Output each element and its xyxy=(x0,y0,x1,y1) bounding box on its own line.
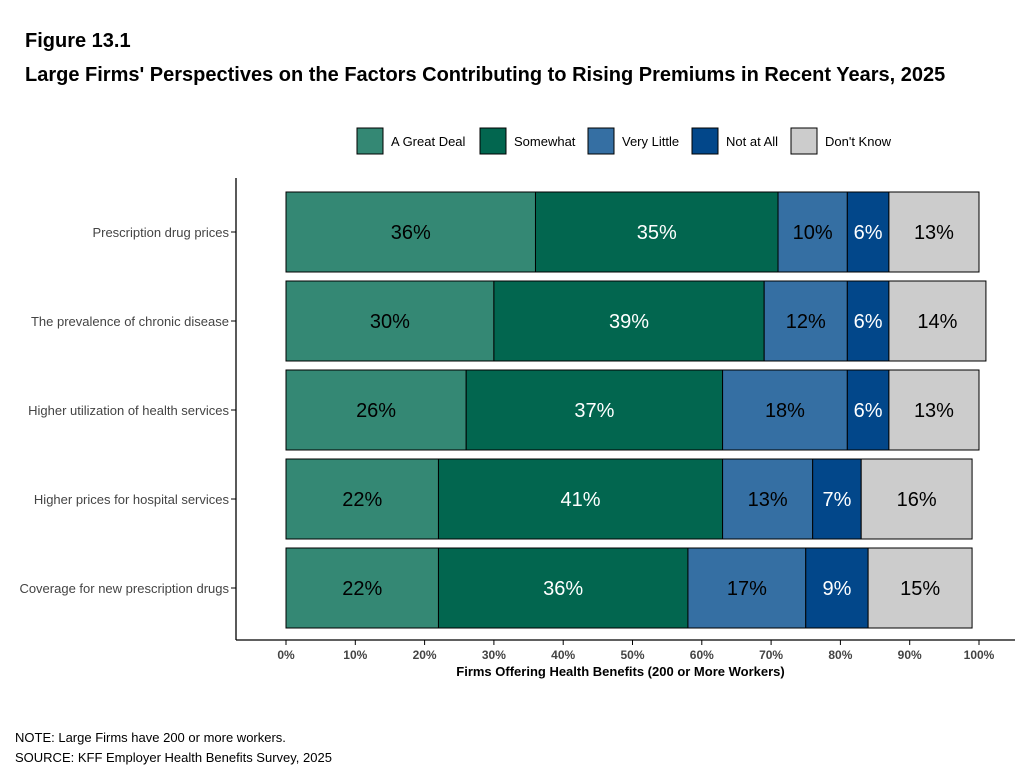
bar-segment xyxy=(888,280,987,362)
y-tick-label: Higher prices for hospital services xyxy=(34,492,230,507)
bar-segment xyxy=(846,369,890,451)
data-label: 26% xyxy=(356,400,396,422)
x-tick-label: 10% xyxy=(343,648,367,662)
bar-segment xyxy=(888,191,980,273)
x-tick-label: 90% xyxy=(898,648,922,662)
data-label: 6% xyxy=(854,400,883,422)
data-label: 30% xyxy=(370,311,410,333)
bar-segment xyxy=(846,280,890,362)
data-label: 6% xyxy=(854,222,883,244)
bar-segment xyxy=(437,547,689,629)
data-label: 37% xyxy=(574,400,614,422)
bar-segment xyxy=(534,191,779,273)
figure-label: Figure 13.1 xyxy=(25,30,131,52)
bar-segment xyxy=(812,458,862,540)
chart-source: SOURCE: KFF Employer Health Benefits Sur… xyxy=(15,750,332,765)
data-label: 36% xyxy=(543,578,583,600)
data-label: 7% xyxy=(822,489,851,511)
data-label: 22% xyxy=(342,489,382,511)
data-label: 13% xyxy=(914,400,954,422)
bar-segment xyxy=(888,369,980,451)
legend-label: Not at All xyxy=(726,134,778,149)
bar-segment xyxy=(687,547,807,629)
bar-segment xyxy=(465,369,724,451)
bar-segment xyxy=(285,280,495,362)
data-label: 13% xyxy=(914,222,954,244)
data-label: 15% xyxy=(900,578,940,600)
bar-segment xyxy=(805,547,869,629)
legend-swatch xyxy=(356,127,384,155)
bar-segment xyxy=(722,369,848,451)
data-label: 18% xyxy=(765,400,805,422)
legend-swatch xyxy=(691,127,719,155)
data-label: 9% xyxy=(822,578,851,600)
legend-swatch xyxy=(790,127,818,155)
legend-label: A Great Deal xyxy=(391,134,466,149)
x-tick-label: 30% xyxy=(482,648,506,662)
x-axis-title: Firms Offering Health Benefits (200 or M… xyxy=(456,664,784,679)
legend-label: Very Little xyxy=(622,134,679,149)
legend-swatch xyxy=(479,127,507,155)
bar-segment xyxy=(867,547,973,629)
data-label: 41% xyxy=(561,489,601,511)
data-label: 22% xyxy=(342,578,382,600)
bar-segment xyxy=(285,191,536,273)
bar-segment xyxy=(722,458,814,540)
data-label: 12% xyxy=(786,311,826,333)
legend-label: Don't Know xyxy=(825,134,892,149)
y-tick-label: The prevalence of chronic disease xyxy=(31,314,229,329)
data-label: 39% xyxy=(609,311,649,333)
data-label: 13% xyxy=(748,489,788,511)
y-tick-label: Coverage for new prescription drugs xyxy=(19,581,229,596)
chart-title: Large Firms' Perspectives on the Factors… xyxy=(25,64,946,86)
x-tick-label: 80% xyxy=(828,648,852,662)
x-tick-label: 40% xyxy=(551,648,575,662)
legend-swatch xyxy=(587,127,615,155)
x-tick-label: 60% xyxy=(690,648,714,662)
x-tick-label: 100% xyxy=(964,648,995,662)
stacked-bar-chart: 36% 35% 10% 6% 13% Prescription drug prices 30… xyxy=(19,127,1015,679)
bar-segment xyxy=(860,458,973,540)
data-label: 14% xyxy=(917,311,957,333)
x-tick-label: 0% xyxy=(277,648,295,662)
y-tick-label: Prescription drug prices xyxy=(92,225,229,240)
data-label: 10% xyxy=(793,222,833,244)
x-tick-label: 70% xyxy=(759,648,783,662)
data-label: 36% xyxy=(391,222,431,244)
chart-note: NOTE: Large Firms have 200 or more worke… xyxy=(15,730,286,745)
bar-segment xyxy=(763,280,848,362)
bar-segment xyxy=(285,369,467,451)
x-tick-label: 50% xyxy=(620,648,644,662)
data-label: 17% xyxy=(727,578,767,600)
data-label: 16% xyxy=(897,489,937,511)
data-label: 6% xyxy=(854,311,883,333)
x-tick-label: 20% xyxy=(413,648,437,662)
data-label: 35% xyxy=(637,222,677,244)
bar-segment xyxy=(493,280,765,362)
bar-segment xyxy=(437,458,724,540)
bar-segment xyxy=(285,547,439,629)
y-tick-label: Higher utilization of health services xyxy=(28,403,229,418)
legend-label: Somewhat xyxy=(514,134,576,149)
